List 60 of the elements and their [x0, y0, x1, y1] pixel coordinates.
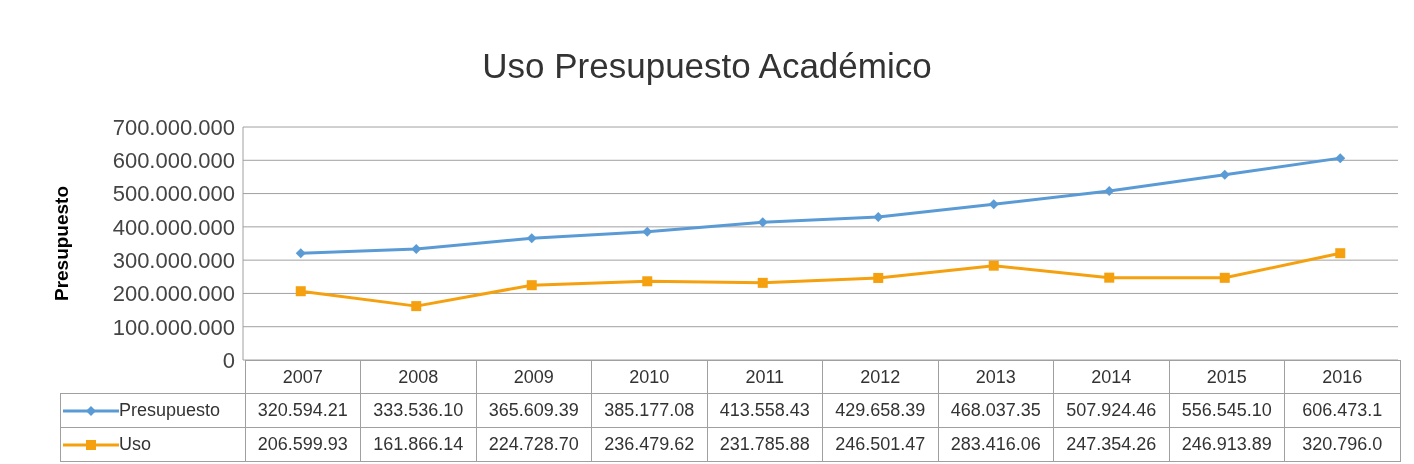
- data-label: 385.177.08: [591, 393, 707, 428]
- data-label: 429.658.39: [822, 393, 938, 428]
- point: [642, 226, 653, 237]
- x-tick-label: 2013: [938, 360, 1054, 394]
- data-label: 413.558.43: [707, 393, 823, 428]
- x-tick-label: 2008: [360, 360, 476, 394]
- y-tick-label: 0: [222, 347, 235, 373]
- y-axis-title: Presupuesto: [50, 185, 72, 302]
- point: [873, 272, 884, 283]
- point: [526, 280, 537, 291]
- x-tick-label: 2015: [1169, 360, 1285, 394]
- x-tick-label: 2016: [1284, 360, 1400, 394]
- point: [757, 217, 768, 228]
- legend-label: Presupuesto: [119, 400, 221, 420]
- data-label: 606.473.1: [1284, 393, 1400, 428]
- data-label: 556.545.10: [1169, 393, 1285, 428]
- point: [1219, 272, 1230, 283]
- data-label: 333.536.10: [360, 393, 476, 428]
- point: [757, 277, 768, 288]
- data-label: 320.594.21: [245, 393, 361, 428]
- point: [1104, 185, 1115, 196]
- data-label: 247.354.26: [1053, 427, 1169, 462]
- point: [988, 199, 999, 210]
- y-tick-label: 400.000.000: [112, 214, 235, 240]
- x-tick-label: 2010: [591, 360, 707, 394]
- y-tick-label: 100.000.000: [112, 314, 235, 340]
- data-label: 283.416.06: [938, 427, 1054, 462]
- x-tick-label: 2012: [822, 360, 938, 394]
- data-label: 246.501.47: [822, 427, 938, 462]
- data-label: 236.479.62: [591, 427, 707, 462]
- point: [295, 248, 306, 259]
- data-label: 507.924.46: [1053, 393, 1169, 428]
- data-label: 161.866.14: [360, 427, 476, 462]
- point: [295, 286, 306, 297]
- point: [642, 276, 653, 287]
- data-label: 224.728.70: [476, 427, 592, 462]
- x-tick-label: 2011: [707, 360, 823, 394]
- y-tick-label: 300.000.000: [112, 247, 235, 273]
- chart-title: Uso Presupuesto Académico: [481, 46, 933, 86]
- x-tick-label: 2009: [476, 360, 592, 394]
- point: [411, 301, 422, 312]
- data-label: 468.037.35: [938, 393, 1054, 428]
- point: [1335, 248, 1346, 259]
- x-tick-label: 2014: [1053, 360, 1169, 394]
- y-tick-label: 200.000.000: [112, 281, 235, 307]
- data-label: 206.599.93: [245, 427, 361, 462]
- data-label: 365.609.39: [476, 393, 592, 428]
- point: [988, 260, 999, 271]
- point: [526, 233, 537, 244]
- data-label: 246.913.89: [1169, 427, 1285, 462]
- y-tick-label: 600.000.000: [112, 148, 235, 174]
- point: [1335, 153, 1346, 164]
- legend-label: Uso: [119, 434, 152, 454]
- point: [1219, 169, 1230, 180]
- point: [1104, 272, 1115, 283]
- y-tick-label: 700.000.000: [112, 114, 235, 140]
- data-label: 231.785.88: [707, 427, 823, 462]
- x-tick-label: 2007: [245, 360, 361, 394]
- y-tick-label: 500.000.000: [112, 181, 235, 207]
- data-label: 320.796.0: [1284, 427, 1400, 462]
